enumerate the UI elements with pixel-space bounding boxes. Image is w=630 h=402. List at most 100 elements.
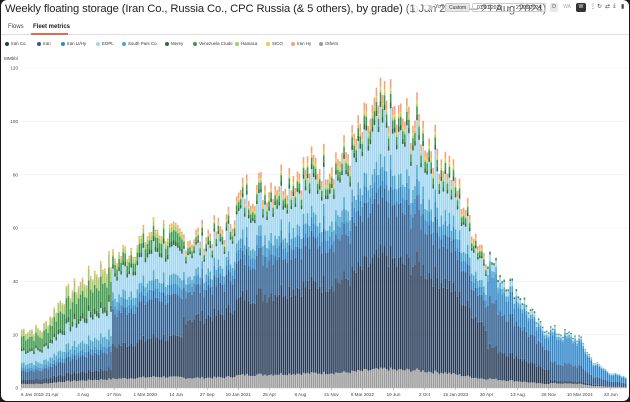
bar-segment [418, 261, 420, 370]
bar-segment [331, 188, 333, 222]
bar-segment [235, 375, 238, 388]
tab-fleet-metrics[interactable]: Fleet metrics [33, 24, 71, 30]
bar-segment [296, 246, 299, 288]
bar-segment [424, 168, 426, 173]
bar-segment [203, 259, 205, 262]
tab-flows[interactable]: Flows [8, 24, 24, 30]
bar-segment [477, 287, 479, 296]
bar-segment [400, 124, 402, 131]
bar-segment [337, 167, 339, 170]
bookmark-icon[interactable]: ▮ [621, 4, 625, 10]
refresh-icon[interactable]: ↻ [597, 4, 603, 10]
bar-segment [355, 145, 357, 149]
legend-item-iran[interactable]: Iran [37, 41, 51, 46]
bar-segment [177, 376, 179, 388]
bar-segment [108, 251, 110, 253]
bar-segment [513, 303, 516, 309]
bar-segment [170, 376, 173, 388]
legend-item-hamaca[interactable]: Hamaca [235, 41, 257, 46]
info-icon[interactable]: ⓘ [410, 5, 418, 14]
custom-range-button[interactable]: Custom [445, 3, 471, 12]
legend-item-iran-hy[interactable]: Iran Hy [291, 41, 311, 46]
bar-segment [296, 191, 299, 225]
bar-segment [529, 314, 532, 319]
granularity-weekly-average-button[interactable]: WA [563, 4, 571, 10]
date-from[interactable]: 01/01/2019 [477, 5, 503, 11]
bar-segment [168, 335, 171, 377]
bar-segment [302, 157, 305, 164]
bar-segment [592, 366, 595, 378]
bar-segment [422, 145, 424, 187]
bar-segment [254, 211, 256, 213]
bar-segment [424, 159, 426, 162]
bar-segment [576, 384, 578, 388]
bar-segment [211, 248, 214, 250]
bar-segment [170, 226, 173, 232]
bar-segment [252, 212, 254, 218]
bar-segment [262, 217, 264, 247]
bar-segment [493, 262, 495, 265]
bar-segment [444, 174, 447, 210]
legend-item-south-pars-co-[interactable]: South Pars Co. [122, 41, 158, 46]
bar-segment [456, 374, 459, 388]
bar-segment [81, 278, 84, 280]
bar-segment [428, 138, 430, 146]
legend-item-eopl[interactable]: EOPL [96, 41, 114, 46]
bar-segment [499, 276, 501, 278]
bar-segment [543, 349, 546, 370]
bar-segment [181, 280, 183, 290]
bar-segment [612, 375, 615, 382]
bar-segment [558, 383, 560, 388]
legend-item-merey[interactable]: Merey [165, 41, 183, 46]
legend-item-iran-lt-hy[interactable]: Iran Lt/Hy [61, 41, 86, 46]
bar-segment [193, 291, 195, 320]
more-options-icon[interactable]: ⋮ [590, 4, 596, 10]
bar-segment [479, 279, 481, 287]
bar-segment [284, 258, 287, 296]
bar-segment [424, 372, 426, 388]
bar-segment [221, 241, 224, 245]
bar-segment [243, 205, 246, 208]
bar-segment [456, 198, 459, 201]
granularity-daily-button[interactable]: D [550, 3, 558, 12]
bar-segment [170, 241, 173, 247]
bar-segment [225, 376, 228, 388]
bar-segment [505, 301, 507, 322]
bar-segment [181, 298, 183, 338]
bar-segment [177, 285, 179, 296]
swap-icon[interactable]: ⇄ [605, 4, 611, 10]
bar-segment [85, 286, 88, 288]
date-to[interactable]: 21/08/2024 [515, 5, 541, 11]
bar-segment [150, 338, 153, 378]
bar-segment [369, 139, 372, 145]
bar-segment [499, 274, 501, 277]
yoy-toggle[interactable] [424, 5, 433, 10]
bar-segment [316, 193, 319, 227]
bar-segment [39, 379, 41, 384]
bar-segment [69, 349, 72, 357]
bar-segment [83, 372, 86, 381]
bar-segment [177, 228, 179, 234]
legend-item-venezuela-crude[interactable]: Venezuela Crude [193, 41, 233, 46]
legend-item-iran-co-[interactable]: Iran Co. [5, 41, 27, 46]
download-icon[interactable]: ⤓ [613, 3, 616, 9]
bar-segment [308, 236, 311, 249]
granularity-weekly-button[interactable]: W [576, 3, 586, 12]
bar-segment [333, 291, 335, 375]
bar-segment [318, 189, 321, 223]
bar-segment [67, 284, 70, 286]
bar-segment [379, 185, 382, 245]
bar-segment [428, 371, 430, 388]
bar-segment [523, 303, 526, 309]
bar-segment [527, 363, 530, 383]
date-range-picker[interactable]: 01/01/2019 – 21/08/2024 [472, 3, 546, 12]
bar-segment [262, 301, 264, 376]
bar-segment [460, 271, 463, 306]
bar-segment [138, 239, 141, 244]
bar-segment [124, 342, 126, 379]
bar-segment [146, 377, 149, 388]
bar-segment [458, 251, 461, 292]
bar-segment [75, 359, 78, 374]
legend-item-others[interactable]: Others [319, 41, 338, 46]
legend-item-sico[interactable]: SICO [266, 41, 283, 46]
